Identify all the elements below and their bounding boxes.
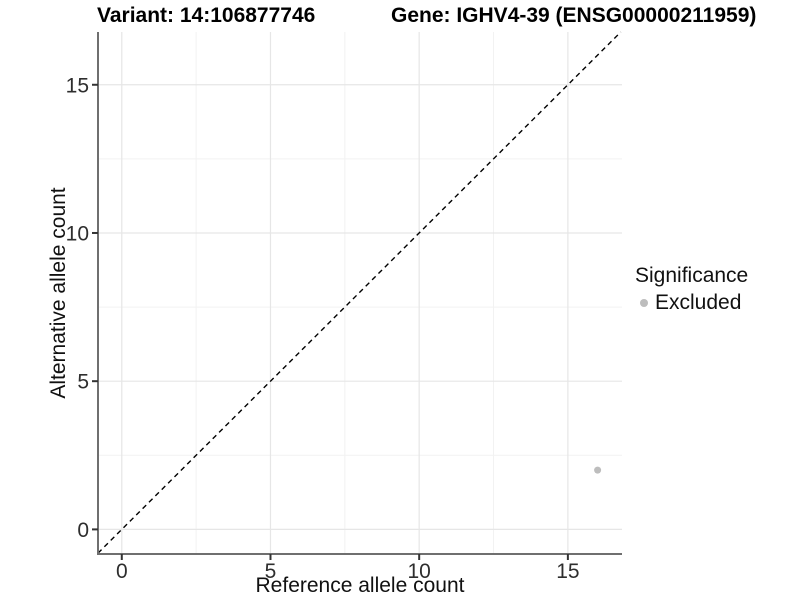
point-marker-icon <box>640 299 648 307</box>
identity-dashed-line <box>97 31 622 554</box>
data-point <box>594 466 602 474</box>
legend-title: Significance <box>635 264 749 287</box>
y-tick-label: 15 <box>66 74 89 97</box>
x-tick-label: 10 <box>408 560 431 583</box>
legend-item-label: Excluded <box>655 291 742 314</box>
y-tick-label: 10 <box>66 222 89 245</box>
x-tick-label: 15 <box>556 560 579 583</box>
x-tick-label: 0 <box>116 560 128 583</box>
legend-item: Excluded <box>635 291 748 315</box>
y-tick-label: 0 <box>77 519 89 542</box>
plot-title-variant: Variant: 14:106877746 <box>97 4 316 27</box>
y-tick-label: 5 <box>77 371 89 394</box>
plot-title-gene: Gene: IGHV4-39 (ENSG00000211959) <box>391 4 757 27</box>
legend: Significance Excluded <box>635 264 748 315</box>
y-axis-title: Alternative allele count <box>47 187 70 399</box>
x-axis-title: Reference allele count <box>255 574 465 597</box>
x-tick-label: 5 <box>265 560 277 583</box>
